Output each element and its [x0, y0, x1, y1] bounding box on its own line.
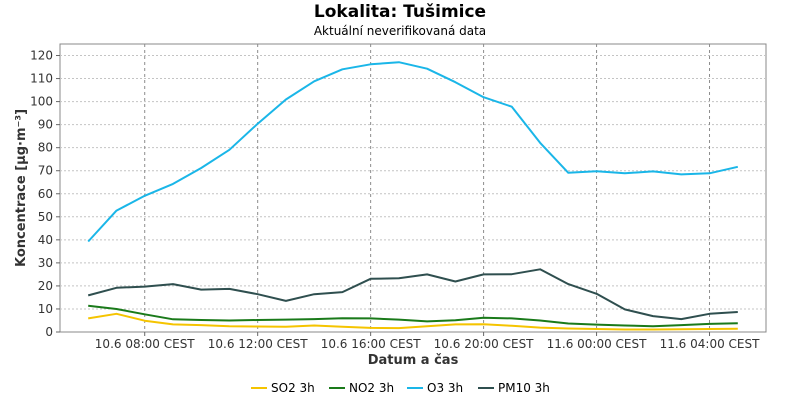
- y-tick-label: 120: [30, 49, 53, 63]
- y-tick-label: 70: [38, 164, 53, 178]
- plot-area: [59, 43, 767, 333]
- legend-label-no2-3h: NO2 3h: [349, 381, 394, 395]
- y-axis-label: Koncentrace [µg·m⁻³]: [14, 109, 29, 267]
- y-tick-label: 100: [30, 95, 53, 109]
- series-line-o3-3h: [87, 61, 739, 243]
- y-tick-label: 0: [45, 325, 53, 339]
- y-tick-label: 30: [38, 256, 53, 270]
- y-tick-label: 60: [38, 187, 53, 201]
- legend-label-pm10-3h: PM10 3h: [498, 381, 550, 395]
- y-tick-label: 40: [38, 233, 53, 247]
- y-tick-label: 90: [38, 118, 53, 132]
- axes: 0 10 20 30 40 50 60 70 80 90 100 110 120 10.6 08:00 C…: [30, 49, 760, 351]
- grid: [60, 44, 766, 332]
- x-tick-label: 11.6 00:00 CEST: [547, 337, 648, 351]
- x-tick-label: 11.6 04:00 CEST: [660, 337, 761, 351]
- y-tick-label: 110: [30, 72, 53, 86]
- series-line-no2-3h: [88, 304, 738, 328]
- x-tick-label: 10.6 20:00 CEST: [434, 337, 535, 351]
- x-tick-label: 10.6 16:00 CEST: [321, 337, 422, 351]
- chart-subtitle: Aktuální neverifikovaná data: [314, 24, 486, 38]
- legend: SO2 3h NO2 3h O3 3h PM10 3h: [251, 381, 550, 395]
- x-tick-label: 10.6 08:00 CEST: [95, 337, 196, 351]
- y-tick-label: 10: [38, 302, 53, 316]
- chart-title: Lokalita: Tušimice: [314, 2, 486, 22]
- x-tick-label: 10.6 12:00 CEST: [208, 337, 309, 351]
- y-tick-label: 50: [38, 210, 53, 224]
- y-tick-label: 20: [38, 279, 53, 293]
- series-lines: [87, 61, 739, 331]
- x-axis-label: Datum a čas: [368, 353, 459, 368]
- legend-label-so2-3h: SO2 3h: [271, 381, 315, 395]
- legend-label-o3-3h: O3 3h: [427, 381, 463, 395]
- series-line-pm10-3h: [87, 268, 738, 321]
- y-tick-label: 80: [38, 141, 53, 155]
- series-line-so2-3h: [88, 312, 738, 331]
